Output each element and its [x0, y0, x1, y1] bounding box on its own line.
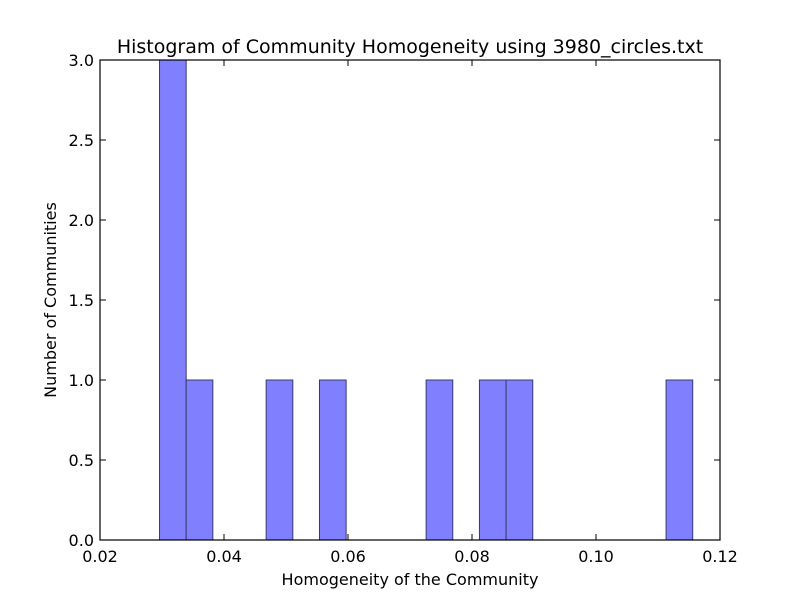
plot-frame: [99, 59, 721, 541]
histogram-bar-5: [425, 379, 454, 541]
histogram-bar-2: [185, 379, 214, 541]
histogram-bar-7: [505, 379, 534, 541]
histogram-bar-3: [265, 379, 294, 541]
bars-group: [159, 59, 694, 541]
y-tick-label: 2.5: [69, 131, 94, 150]
x-tick-label: 0.12: [702, 547, 738, 566]
x-tick-label: 0.06: [330, 547, 366, 566]
y-axis-title: Number of Communities: [41, 202, 60, 398]
y-tick-label: 3.0: [69, 51, 94, 70]
histogram-bar-8: [665, 379, 694, 541]
histogram-bar-1: [159, 59, 187, 541]
y-tick-label: 1.0: [69, 371, 94, 390]
chart-title: Histogram of Community Homogeneity using…: [117, 36, 703, 58]
histogram-bar-4: [318, 379, 347, 541]
x-tick-label: 0.08: [454, 547, 490, 566]
histogram-bar-6: [478, 379, 507, 541]
x-tick-label: 0.02: [82, 547, 118, 566]
x-tick-label: 0.10: [578, 547, 614, 566]
y-tick-label: 2.0: [69, 211, 94, 230]
y-tick-label: 0.0: [69, 531, 94, 550]
x-axis-title: Homogeneity of the Community: [282, 570, 539, 589]
y-tick-label: 0.5: [69, 451, 94, 470]
x-tick-label: 0.04: [206, 547, 242, 566]
y-tick-label: 1.5: [69, 291, 94, 310]
ticks-group: 0.02 0.04 0.06 0.08 0.10 0.12 0.0 0.5 1.0 1.5 2.0 2…: [69, 51, 738, 566]
